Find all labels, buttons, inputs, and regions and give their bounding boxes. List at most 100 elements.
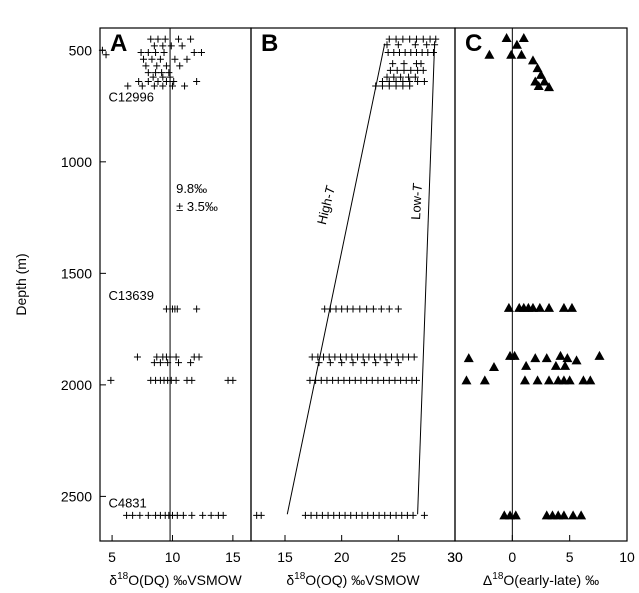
data-point [541,353,552,363]
data-point [409,511,417,519]
data-point [162,78,170,86]
data-point [136,511,144,519]
annotation-label: C4831 [108,496,146,511]
data-point [558,302,569,312]
data-point [98,46,106,54]
panel-b: B 15 20 25 30 δ18O(OQ) ‰VSMOW High-T Low-T [250,27,463,588]
data-point [178,42,186,50]
data-point [173,305,181,313]
data-point [144,69,152,77]
data-point [190,49,198,57]
data-point [399,35,407,43]
data-point [135,78,143,86]
data-point [510,510,521,520]
data-point [534,302,545,312]
data-point [566,302,577,312]
data-point [429,49,437,57]
data-point [385,35,393,43]
data-point [102,51,110,59]
data-point [129,511,137,519]
x-tick-label: 10 [619,549,635,565]
y-axis-title: Depth (m) [13,253,29,315]
data-point [419,66,427,74]
data-point [159,42,167,50]
data-point [400,60,408,68]
data-point [501,33,512,43]
data-point [153,62,161,70]
data-point [406,82,414,90]
data-point [144,49,152,57]
data-point [550,360,561,370]
data-point [385,82,393,90]
data-point [532,375,543,385]
data-point [154,35,162,43]
data-point [417,60,425,68]
data-point [193,78,201,86]
data-point [183,55,191,63]
data-point [377,305,385,313]
data-point [585,375,596,385]
data-point [188,511,196,519]
panel-letter: A [110,30,127,57]
data-point [519,375,530,385]
data-point [400,66,408,74]
data-point [181,82,189,90]
data-point [407,66,415,74]
x-tick-label: 30 [447,549,463,565]
data-point [411,41,419,49]
data-point [197,49,205,57]
trend-line-low-t [417,43,436,515]
data-point [506,49,517,59]
annotation-label: C12996 [108,90,154,105]
panel-c: C 30 0 5 10 Δ18O(early-late) ‰ [447,27,635,588]
data-point [187,35,195,43]
data-point [503,302,514,312]
data-point [171,55,179,63]
data-point [150,359,158,367]
data-point [576,510,587,520]
data-point [162,62,170,70]
data-point [568,510,579,520]
data-point [172,353,180,361]
data-point [393,66,401,74]
data-point [207,511,215,519]
data-point [173,511,181,519]
data-point [461,375,472,385]
x-tick-label: 0 [508,549,516,565]
data-point [386,66,394,74]
data-point [432,35,440,43]
data-point [564,375,575,385]
data-point [423,41,431,49]
data-point [167,42,175,50]
data-point [160,49,168,57]
data-point [219,511,227,519]
data-point [144,78,152,86]
data-point [133,353,141,361]
x-tick-label: 25 [391,549,407,565]
data-point [349,305,357,313]
data-point [399,82,407,90]
data-point [187,359,195,367]
data-point [159,82,167,90]
data-point [392,82,400,90]
data-point [165,69,173,77]
data-point [383,359,391,367]
data-point [571,355,582,365]
data-point [578,375,589,385]
panel-frame [454,27,628,542]
data-point [158,69,166,77]
data-point [154,78,162,86]
data-point [338,359,346,367]
y-tick-label: 2000 [61,377,92,393]
annotation-label: C13639 [108,288,154,303]
data-point [411,73,419,81]
data-point [175,359,183,367]
data-point [560,360,571,370]
data-point [544,302,555,312]
data-point [170,78,178,86]
data-point [150,42,158,50]
data-point [527,55,538,65]
panel-frame [250,27,456,542]
data-point [257,511,265,519]
data-point [107,376,115,384]
